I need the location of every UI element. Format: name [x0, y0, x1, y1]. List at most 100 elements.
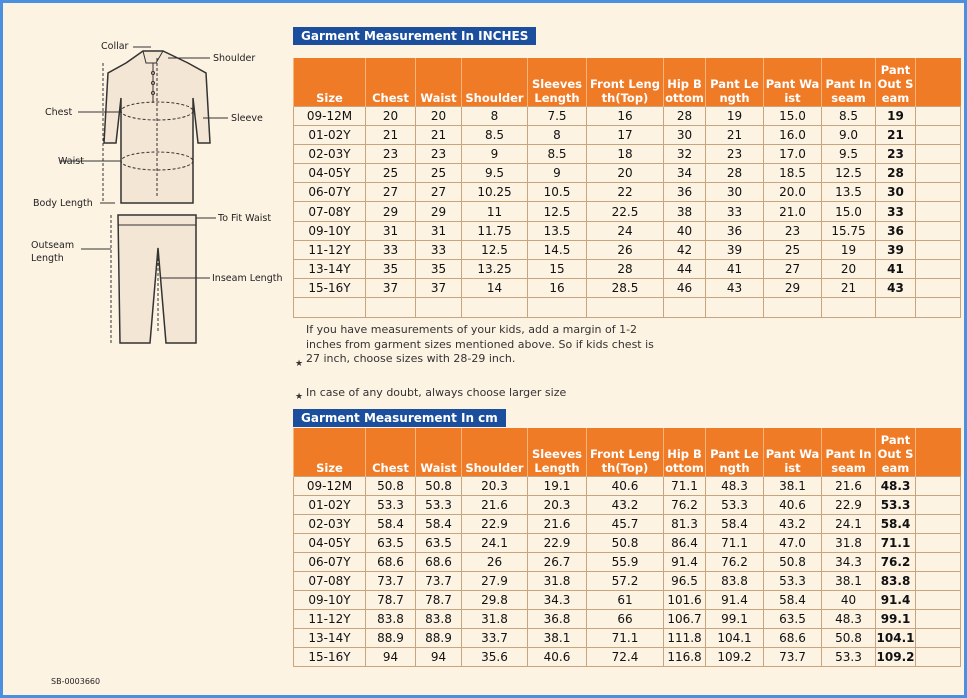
cell: 13.5: [821, 182, 876, 203]
cell: 71.1: [586, 628, 664, 649]
table: Size Chest Waist Shoulder Sleeves Length Fron…: [293, 428, 961, 668]
cell: 36.8: [527, 609, 587, 630]
cell: 58.4: [875, 513, 916, 534]
header-cell: Chest: [365, 428, 416, 476]
cell: 91.4: [875, 590, 916, 611]
cell: 53.3: [763, 570, 822, 592]
cell: [915, 513, 961, 534]
cell: 31.8: [461, 609, 528, 630]
cell: 9: [527, 163, 587, 184]
cell: 42: [663, 239, 706, 261]
table-title: Garment Measurement In cm: [293, 409, 506, 427]
cell: 22.9: [461, 513, 528, 534]
header-cell: [915, 58, 961, 106]
cell: 19.1: [527, 475, 587, 496]
cell: 53.3: [875, 494, 916, 515]
cell: 43: [705, 278, 764, 299]
cell: 63.5: [365, 532, 416, 553]
cell: 27: [365, 182, 416, 203]
table: Size Chest Waist Shoulder Sleeves Length Fron…: [293, 58, 961, 319]
cell: 88.9: [365, 628, 416, 649]
cell: [915, 182, 961, 203]
cell: 20: [821, 258, 876, 280]
cell: 50.8: [415, 475, 462, 496]
cell: [915, 220, 961, 241]
cell: 7.5: [527, 105, 587, 126]
cell: 07-08Y: [293, 570, 366, 592]
cell: 35: [415, 258, 462, 280]
cell: 8.5: [461, 124, 528, 145]
row: 11-12Y 83.8 83.8 31.8 36.8 66 106.7 99.1 63.5 48.…: [293, 609, 961, 630]
cell: 68.6: [763, 628, 822, 649]
cell: 55.9: [586, 551, 664, 572]
cell: 99.1: [705, 609, 764, 630]
cell: 38.1: [527, 628, 587, 649]
cell: 26: [461, 551, 528, 572]
cell: 11-12Y: [293, 239, 366, 261]
row: 09-10Y 78.7 78.7 29.8 34.3 61 101.6 91.4 58.4 40 9…: [293, 590, 961, 611]
cell: 50.8: [763, 551, 822, 572]
header-cell: Sleeves Length: [527, 58, 587, 106]
header-cell: Size: [293, 428, 366, 476]
garment-diagram: Collar Shoulder Chest Sleeve Waist Body …: [31, 41, 282, 344]
cell: 18.5: [763, 163, 822, 184]
cell: 39: [875, 239, 916, 261]
cell: 9.5: [821, 143, 876, 165]
cell: 10.5: [527, 182, 587, 203]
cell: 38.1: [821, 570, 876, 592]
cell: 53.3: [821, 647, 876, 668]
cell: 31: [415, 220, 462, 241]
header-row: Size Chest Waist Shoulder Sleeves Length Fron…: [293, 428, 961, 476]
header-cell: Pant Inseam: [821, 428, 876, 476]
label: Waist: [58, 156, 84, 167]
header-cell: Hip Bottom: [663, 428, 706, 476]
cell: 63.5: [415, 532, 462, 553]
cell: 21.6: [461, 494, 528, 515]
cell: 04-05Y: [293, 163, 366, 184]
label: Body Length: [33, 198, 93, 209]
label-box: Outseam Length: [31, 240, 74, 264]
label: Inseam Length: [212, 273, 282, 284]
cell: 22: [586, 182, 664, 203]
cell: 18: [586, 143, 664, 165]
cell: 36: [663, 182, 706, 203]
cell: [915, 532, 961, 553]
cell: 41: [875, 258, 916, 280]
cell: 20: [586, 163, 664, 184]
cell: 71.1: [875, 532, 916, 553]
header-cell: Pant Length: [705, 428, 764, 476]
bullet: ★: [295, 359, 304, 369]
cell: 25: [763, 239, 822, 261]
cell: [915, 124, 961, 145]
cell: [461, 297, 528, 319]
row: 01-02Y 21 21 8.5 8 17 30 21 16.0 9.0 21: [293, 124, 961, 145]
cell: 12.5: [527, 201, 587, 222]
row: 04-05Y 63.5 63.5 24.1 22.9 50.8 86.4 71.1 47.0 31…: [293, 532, 961, 553]
cell: [586, 297, 664, 319]
cell: 72.4: [586, 647, 664, 668]
cell: 109.2: [875, 647, 916, 668]
cell: 21.6: [821, 475, 876, 496]
cell: [915, 163, 961, 184]
cell: 06-07Y: [293, 182, 366, 203]
cell: 25: [415, 163, 462, 184]
cell: 24.1: [821, 513, 876, 534]
cell: 88.9: [415, 628, 462, 649]
row: 15-16Y 94 94 35.6 40.6 72.4 116.8 109.2 73.7 53.3…: [293, 647, 961, 668]
cell: 83.8: [365, 609, 416, 630]
cell: 9.0: [821, 124, 876, 145]
cell: [915, 570, 961, 592]
row: 15-16Y 37 37 14 16 28.5 46 43 29 21 43: [293, 278, 961, 299]
cell: 8: [461, 105, 528, 126]
cell: 83.8: [705, 570, 764, 592]
row: 13-14Y 35 35 13.25 15 28 44 41 27 20 41: [293, 258, 961, 280]
cell: [915, 105, 961, 126]
header-cell: Pant Length: [705, 58, 764, 106]
cell: 02-03Y: [293, 513, 366, 534]
cell: [915, 297, 961, 319]
header-cell: Waist: [415, 428, 462, 476]
cell: 32: [663, 143, 706, 165]
cell: 20.0: [763, 182, 822, 203]
cell: [915, 258, 961, 280]
cell: 44: [663, 258, 706, 280]
